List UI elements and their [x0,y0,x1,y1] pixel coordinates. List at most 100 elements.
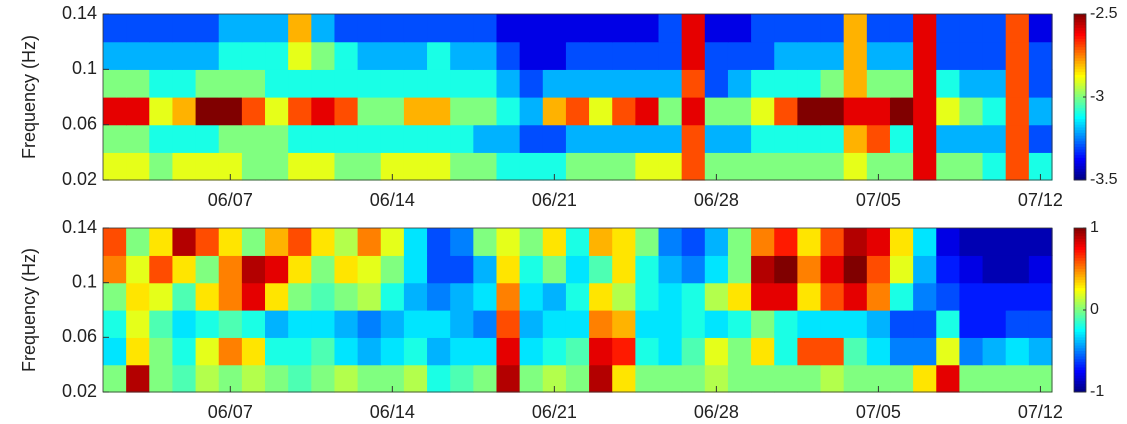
heatmap-cell [821,228,845,256]
heatmap-cell [126,14,150,42]
heatmap-cell [983,283,1007,311]
heatmap-cell [890,365,914,393]
heatmap-cell [242,14,266,42]
heatmap-cell [242,337,266,365]
heatmap-cell [797,255,821,283]
heatmap-cell [265,255,289,283]
heatmap-cell [844,42,868,70]
heatmap-cell [913,69,937,97]
heatmap-cell [682,97,706,125]
heatmap-cell [1029,337,1053,365]
heatmap-cell [496,97,520,125]
heatmap-cell [1006,42,1030,70]
heatmap-cell [751,14,775,42]
heatmap-cell [774,42,798,70]
heatmap-cell [936,310,960,338]
heatmap-cell [635,125,659,153]
heatmap-cell [959,97,983,125]
heatmap-cell [1029,42,1053,70]
x-tick-label: 07/12 [1018,402,1063,422]
heatmap-cell [890,255,914,283]
heatmap-cell [566,283,590,311]
heatmap-cell [728,310,752,338]
heatmap-cell [404,125,428,153]
heatmap-cell [311,69,335,97]
heatmap-cell [265,125,289,153]
heatmap-cell [983,69,1007,97]
heatmap-cell [682,69,706,97]
heatmap-cell [774,97,798,125]
heatmap-cell [265,337,289,365]
heatmap-cell [450,310,474,338]
heatmap-cell [1006,255,1030,283]
heatmap-cell [959,228,983,256]
heatmap-cell [543,125,567,153]
heatmap-cell [288,69,312,97]
heatmap-cell [612,152,636,180]
heatmap-cell [728,337,752,365]
heatmap-cell [1029,228,1053,256]
heatmap-cell [612,283,636,311]
heatmap-cell [589,152,613,180]
x-tick-label: 07/05 [856,402,901,422]
heatmap-cell [126,69,150,97]
heatmap-cell [774,125,798,153]
heatmap-cell [242,255,266,283]
heatmap-cell [774,14,798,42]
heatmap-cell [404,14,428,42]
heatmap-cell [427,337,451,365]
heatmap-cell [427,152,451,180]
heatmap-cell [983,365,1007,393]
heatmap-cell [705,337,729,365]
heatmap-cell [566,255,590,283]
heatmap-cell [1029,255,1053,283]
colorbar-tick-label: 0 [1090,301,1099,318]
heatmap-cell [844,152,868,180]
heatmap-cell [589,69,613,97]
heatmap-cell [821,69,845,97]
heatmap-cell [844,14,868,42]
heatmap-cell [751,310,775,338]
heatmap-cell [821,365,845,393]
heatmap-cell [682,152,706,180]
heatmap-cell [496,283,520,311]
heatmap-cell [520,337,544,365]
heatmap-cell [566,14,590,42]
heatmap-cell [751,283,775,311]
heatmap-cell [358,152,382,180]
heatmap-cell [473,365,497,393]
heatmap-cell [913,14,937,42]
heatmap-cell [265,228,289,256]
heatmap-cell [751,125,775,153]
heatmap-cell [635,255,659,283]
heatmap-cell [983,125,1007,153]
heatmap-cell [381,125,405,153]
heatmap-cell [450,255,474,283]
heatmap-cell [149,69,173,97]
heatmap-cell [751,337,775,365]
heatmap-cell [635,42,659,70]
heatmap-cell [288,97,312,125]
heatmap-cell [774,228,798,256]
heatmap-cell [334,42,358,70]
heatmap-cell [103,152,127,180]
heatmap-cell [242,365,266,393]
heatmap-cell [103,14,127,42]
heatmap-cell [890,228,914,256]
heatmap-cell [473,228,497,256]
heatmap-cell [427,14,451,42]
heatmap-cell [913,228,937,256]
heatmap-cell [589,97,613,125]
heatmap-cell [265,42,289,70]
heatmap-cell [543,310,567,338]
heatmap-cell [635,337,659,365]
y-axis-label: Frequency (Hz) [19,248,39,372]
heatmap-cell [705,228,729,256]
x-tick-label: 06/28 [694,402,739,422]
heatmap-cell [867,42,891,70]
x-tick-label: 06/14 [370,402,415,422]
heatmap-cell [1029,14,1053,42]
heatmap-cell [913,125,937,153]
y-tick-label: 0.1 [72,271,97,291]
heatmap-cell [242,97,266,125]
